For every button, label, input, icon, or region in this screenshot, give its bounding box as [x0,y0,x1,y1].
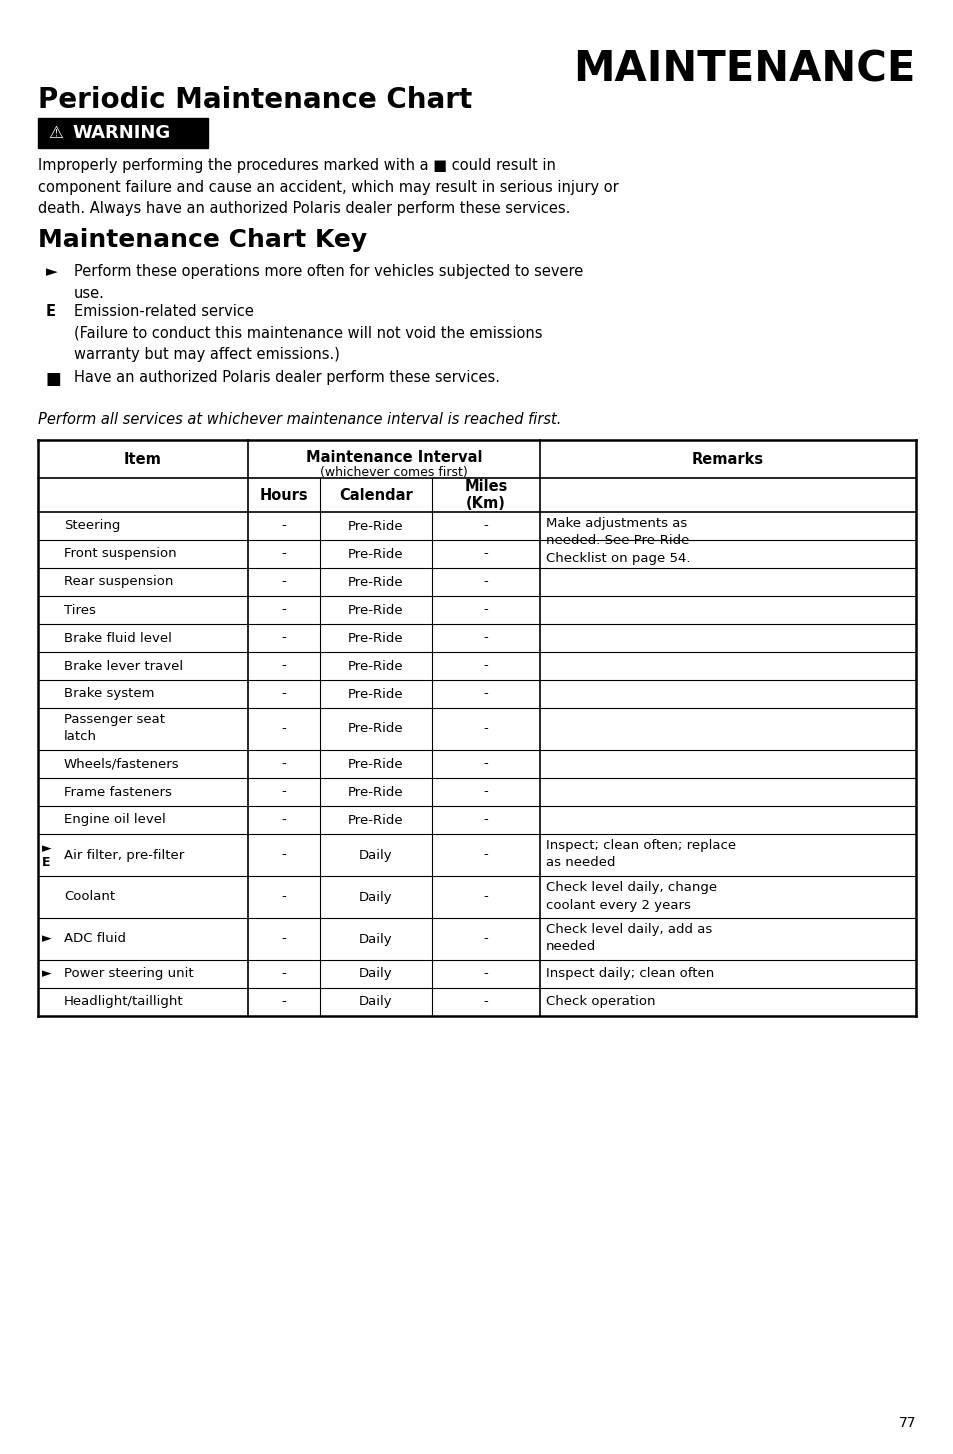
Text: ADC fluid: ADC fluid [64,932,126,945]
Text: -: - [483,688,488,701]
Text: 77: 77 [898,1416,915,1429]
Text: -: - [281,967,286,980]
Text: Pre-Ride: Pre-Ride [348,813,403,826]
Text: -: - [281,932,286,945]
Text: Maintenance Chart Key: Maintenance Chart Key [38,228,367,252]
Text: -: - [281,576,286,589]
Text: Headlight/taillight: Headlight/taillight [64,996,183,1009]
Text: -: - [483,785,488,798]
Text: ►: ► [42,842,51,855]
Bar [38,118,208,148]
Text: Daily: Daily [359,890,393,903]
Text: Pre-Ride: Pre-Ride [348,548,403,560]
Text: Daily: Daily [359,849,393,862]
Text: -: - [281,785,286,798]
Text: Miles
(Km): Miles (Km) [464,478,507,512]
Text: Check operation: Check operation [545,996,655,1009]
Text: Hours: Hours [259,487,308,503]
Text: MAINTENANCE: MAINTENANCE [573,48,915,90]
Text: Pre-Ride: Pre-Ride [348,576,403,589]
Text: Air filter, pre-filter: Air filter, pre-filter [64,849,184,862]
Text: -: - [483,813,488,826]
Text: Check level daily, change
coolant every 2 years: Check level daily, change coolant every … [545,881,717,912]
Text: -: - [281,519,286,532]
Text: -: - [483,758,488,771]
Text: -: - [483,603,488,616]
Text: -: - [281,996,286,1009]
Text: WARNING: WARNING [71,124,170,142]
Text: -: - [483,996,488,1009]
Text: -: - [281,758,286,771]
Text: -: - [281,890,286,903]
Text: Brake lever travel: Brake lever travel [64,660,183,673]
Text: Pre-Ride: Pre-Ride [348,660,403,673]
Text: Rear suspension: Rear suspension [64,576,173,589]
Text: Engine oil level: Engine oil level [64,813,166,826]
Text: -: - [483,519,488,532]
Text: Front suspension: Front suspension [64,548,176,560]
Text: -: - [281,813,286,826]
Text: Pre-Ride: Pre-Ride [348,603,403,616]
Text: Pre-Ride: Pre-Ride [348,785,403,798]
Text: Item: Item [124,452,162,467]
Text: -: - [483,548,488,560]
Text: Inspect daily; clean often: Inspect daily; clean often [545,967,714,980]
Text: ►: ► [42,967,51,980]
Text: -: - [281,849,286,862]
Text: Improperly performing the procedures marked with a ■ could result in
component f: Improperly performing the procedures mar… [38,158,618,217]
Text: -: - [483,631,488,644]
Text: -: - [483,723,488,736]
Text: Have an authorized Polaris dealer perform these services.: Have an authorized Polaris dealer perfor… [74,369,499,385]
Text: E: E [42,856,51,869]
Text: ■: ■ [46,369,62,388]
Text: Pre-Ride: Pre-Ride [348,723,403,736]
Text: Remarks: Remarks [691,452,763,467]
Text: Perform all services at whichever maintenance interval is reached first.: Perform all services at whichever mainte… [38,411,560,427]
Text: Daily: Daily [359,967,393,980]
Text: Maintenance Interval: Maintenance Interval [305,449,482,465]
Text: E: E [46,304,56,318]
Text: Wheels/fasteners: Wheels/fasteners [64,758,179,771]
Text: Pre-Ride: Pre-Ride [348,519,403,532]
Text: Daily: Daily [359,932,393,945]
Text: -: - [281,603,286,616]
Text: Brake system: Brake system [64,688,154,701]
Text: Periodic Maintenance Chart: Periodic Maintenance Chart [38,86,472,113]
Text: -: - [483,576,488,589]
Text: Inspect; clean often; replace
as needed: Inspect; clean often; replace as needed [545,839,736,869]
Text: -: - [281,660,286,673]
Text: Tires: Tires [64,603,95,616]
Text: -: - [281,688,286,701]
Text: Power steering unit: Power steering unit [64,967,193,980]
Text: Brake fluid level: Brake fluid level [64,631,172,644]
Text: Pre-Ride: Pre-Ride [348,758,403,771]
Text: Coolant: Coolant [64,890,115,903]
Text: Make adjustments as
needed. See Pre-Ride
Checklist on page 54.: Make adjustments as needed. See Pre-Ride… [545,518,690,566]
Text: -: - [281,548,286,560]
Text: Frame fasteners: Frame fasteners [64,785,172,798]
Text: ►: ► [46,265,58,279]
Text: ►: ► [42,932,51,945]
Text: -: - [483,660,488,673]
Text: -: - [483,967,488,980]
Text: -: - [483,890,488,903]
Text: ⚠: ⚠ [48,124,63,142]
Text: Check level daily, add as
needed: Check level daily, add as needed [545,923,712,954]
Text: Daily: Daily [359,996,393,1009]
Text: -: - [483,849,488,862]
Text: Pre-Ride: Pre-Ride [348,631,403,644]
Text: Steering: Steering [64,519,120,532]
Text: (whichever comes first): (whichever comes first) [320,465,467,478]
Text: Emission-related service
(Failure to conduct this maintenance will not void the : Emission-related service (Failure to con… [74,304,542,362]
Text: -: - [281,723,286,736]
Text: Perform these operations more often for vehicles subjected to severe
use.: Perform these operations more often for … [74,265,582,301]
Text: Calendar: Calendar [338,487,413,503]
Text: -: - [483,932,488,945]
Text: -: - [281,631,286,644]
Text: Passenger seat
latch: Passenger seat latch [64,712,165,743]
Text: Pre-Ride: Pre-Ride [348,688,403,701]
